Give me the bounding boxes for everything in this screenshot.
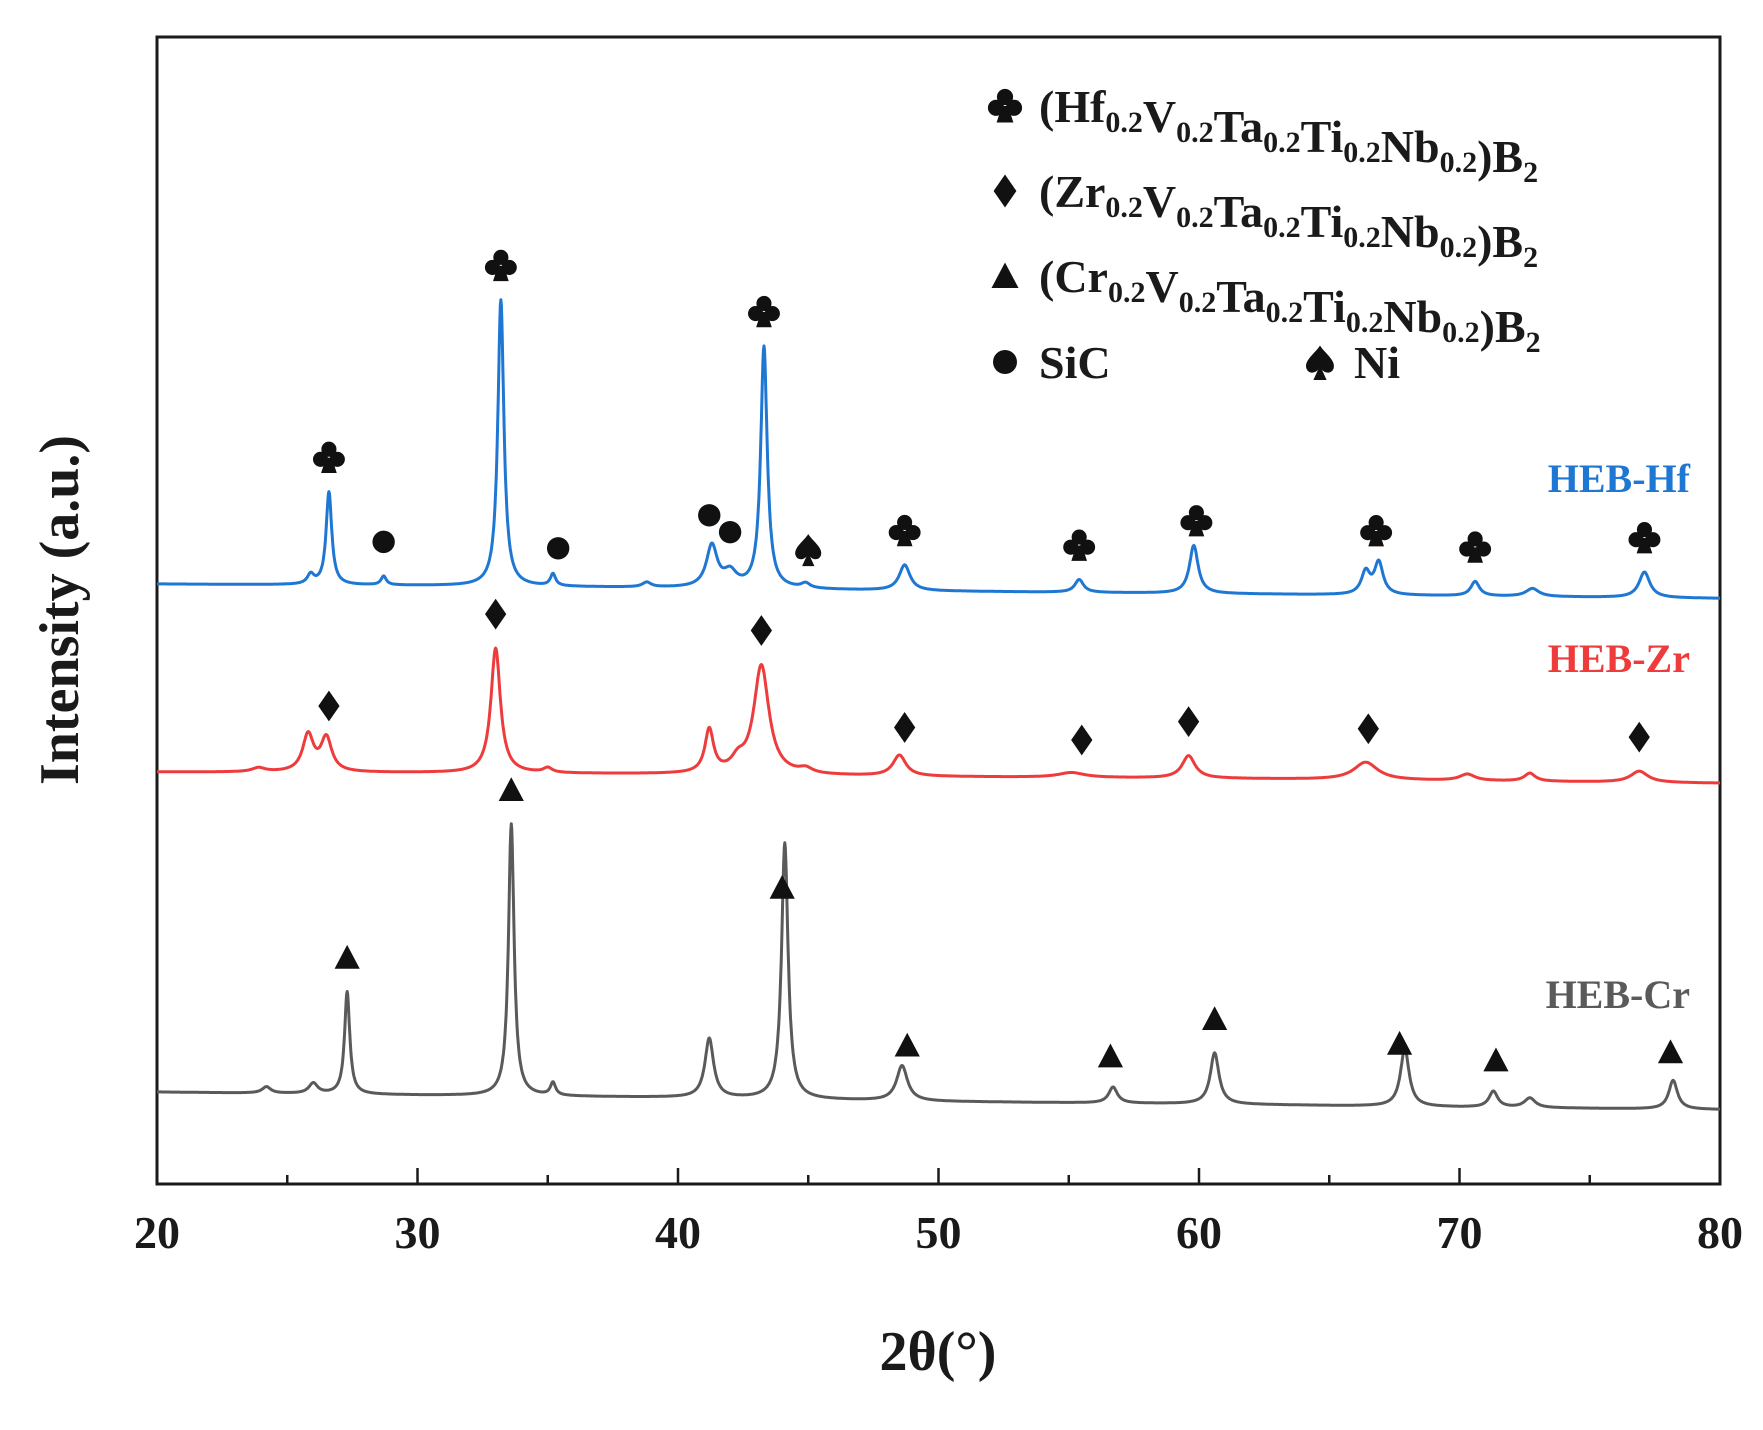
phase-marker-club xyxy=(1063,529,1096,561)
phase-marker-club xyxy=(1360,515,1393,547)
phase-marker-circle xyxy=(698,504,721,527)
x-tick-label: 50 xyxy=(916,1207,962,1258)
y-axis-title: Intensity (a.u.) xyxy=(29,435,91,785)
phase-marker-triangle xyxy=(1386,1030,1413,1055)
series-line-heb-zr xyxy=(156,646,1721,785)
legend-label: (Hf0.2V0.2Ta0.2Ti0.2Nb0.2)B2 xyxy=(1039,81,1538,189)
phase-marker-diamond xyxy=(893,712,916,743)
x-tick-label: 70 xyxy=(1437,1207,1483,1258)
phase-marker-triangle xyxy=(1097,1043,1124,1068)
series-label-heb-zr: HEB-Zr xyxy=(1548,636,1690,681)
x-axis-ticks: 20 30 40 50 60 70 80 xyxy=(134,1168,1743,1258)
phase-marker-triangle xyxy=(498,777,524,802)
legend-label: Ni xyxy=(1354,337,1400,388)
legend-label: SiC xyxy=(1039,337,1111,388)
series-layer xyxy=(156,298,1721,1111)
phase-marker-diamond xyxy=(1357,713,1379,745)
phase-marker-circle xyxy=(372,530,395,554)
series-label-heb-cr: HEB-Cr xyxy=(1546,972,1690,1017)
phase-marker-diamond xyxy=(750,615,772,646)
legend: (Hf0.2V0.2Ta0.2Ti0.2Nb0.2)B2(Zr0.2V0.2Ta… xyxy=(987,81,1541,388)
phase-marker-club xyxy=(888,514,921,547)
legend-item-circle: SiC xyxy=(993,337,1111,388)
phase-marker-triangle xyxy=(1657,1039,1684,1064)
series-labels: HEB-Hf HEB-Zr HEB-Cr xyxy=(1546,456,1691,1017)
phase-marker-club xyxy=(1180,505,1213,537)
plot-frame xyxy=(155,35,1722,1186)
phase-marker-spade xyxy=(795,533,822,567)
legend-item-spade: Ni xyxy=(1306,337,1400,388)
phase-marker-triangle xyxy=(334,944,360,969)
phase-marker-triangle xyxy=(894,1032,920,1057)
phase-marker-diamond xyxy=(318,690,340,722)
phase-marker-club xyxy=(312,441,345,474)
x-tick-label: 80 xyxy=(1697,1207,1743,1258)
legend-label: (Zr0.2V0.2Ta0.2Ti0.2Nb0.2)B2 xyxy=(1039,166,1538,274)
phase-marker-triangle xyxy=(769,874,795,899)
x-axis-title: 2θ(°) xyxy=(880,1321,997,1383)
phase-markers xyxy=(312,249,1684,1072)
phase-marker-triangle xyxy=(1483,1047,1509,1072)
x-tick-label: 40 xyxy=(655,1207,701,1258)
phase-marker-diamond xyxy=(1628,721,1650,753)
series-line-heb-cr xyxy=(156,822,1721,1111)
legend-label: (Cr0.2V0.2Ta0.2Ti0.2Nb0.2)B2 xyxy=(1039,251,1541,359)
x-tick-label: 30 xyxy=(395,1207,441,1258)
phase-marker-circle xyxy=(718,520,742,544)
x-tick-label: 60 xyxy=(1176,1207,1222,1258)
phase-marker-circle xyxy=(546,537,570,560)
phase-marker-club xyxy=(1459,531,1492,563)
phase-marker-diamond xyxy=(485,598,507,630)
phase-marker-club xyxy=(484,249,517,282)
phase-marker-triangle xyxy=(1202,1006,1228,1031)
legend-item-diamond: (Zr0.2V0.2Ta0.2Ti0.2Nb0.2)B2 xyxy=(993,166,1538,274)
x-tick-label: 20 xyxy=(134,1207,180,1258)
phase-marker-club xyxy=(748,295,780,328)
series-line-heb-hf xyxy=(156,298,1721,600)
legend-item-club: (Hf0.2V0.2Ta0.2Ti0.2Nb0.2)B2 xyxy=(987,81,1538,189)
phase-marker-diamond xyxy=(1071,724,1093,756)
phase-marker-diamond xyxy=(1177,706,1200,738)
legend-item-triangle: (Cr0.2V0.2Ta0.2Ti0.2Nb0.2)B2 xyxy=(991,251,1541,359)
series-label-heb-hf: HEB-Hf xyxy=(1548,456,1691,501)
phase-marker-club xyxy=(1628,522,1661,554)
